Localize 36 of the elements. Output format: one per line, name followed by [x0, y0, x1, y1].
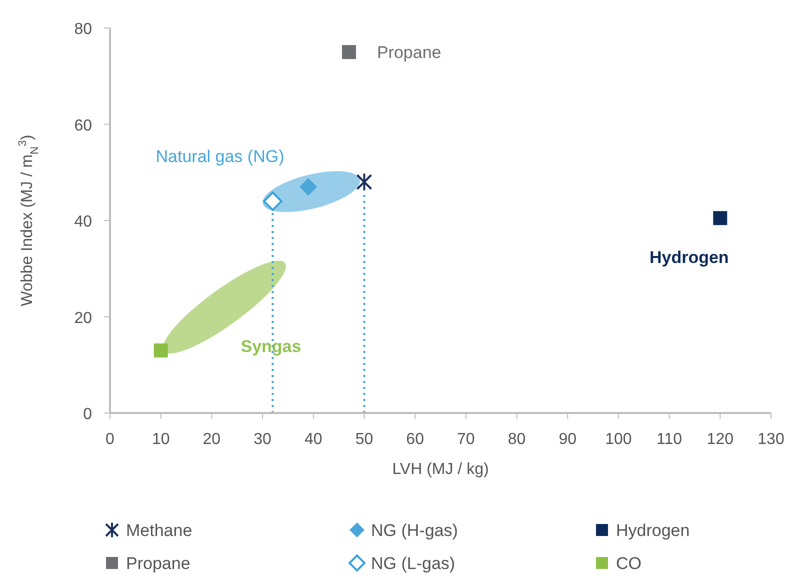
x-tick-label: 40	[304, 431, 322, 448]
x-tick-label: 0	[106, 431, 115, 448]
annotation: Natural gas (NG)	[156, 147, 284, 166]
x-tick-label: 10	[152, 431, 170, 448]
legend-label: NG (L-gas)	[371, 554, 456, 573]
point	[262, 192, 282, 211]
point	[154, 343, 168, 358]
point	[356, 172, 372, 192]
legend-label: NG (H-gas)	[371, 521, 458, 540]
annotation: Syngas	[240, 337, 302, 356]
point	[300, 178, 318, 196]
point	[342, 45, 356, 60]
x-tick-label: 30	[254, 431, 272, 448]
x-tick-label: 80	[508, 431, 526, 448]
annotation: Hydrogen	[649, 248, 729, 268]
x-axis-title: LVH (MJ / kg)	[392, 461, 489, 478]
x-tick-label: 90	[558, 431, 577, 448]
x-tick-label: 70	[457, 431, 475, 448]
annotation: Propane	[376, 43, 442, 62]
legend-label: Methane	[126, 521, 192, 540]
y-tick-label: 0	[83, 406, 92, 423]
x-tick-label: 60	[406, 431, 424, 448]
y-tick-label: 40	[74, 214, 92, 230]
x-tick-label: 120	[706, 431, 734, 448]
y-tick-label: 80	[74, 21, 92, 38]
point	[713, 211, 728, 226]
y-tick-label: 20	[74, 310, 92, 327]
x-tick-label: 20	[202, 431, 221, 448]
x-tick-label: 130	[758, 431, 784, 448]
x-tick-label: 110	[656, 431, 682, 448]
y-tick-label: 60	[74, 117, 92, 134]
x-tick-label: 100	[605, 431, 632, 448]
legend-label: Hydrogen	[616, 521, 690, 540]
x-tick-label: 50	[355, 431, 374, 448]
legend-label: Propane	[126, 554, 190, 573]
legend-label: CO	[616, 554, 642, 573]
